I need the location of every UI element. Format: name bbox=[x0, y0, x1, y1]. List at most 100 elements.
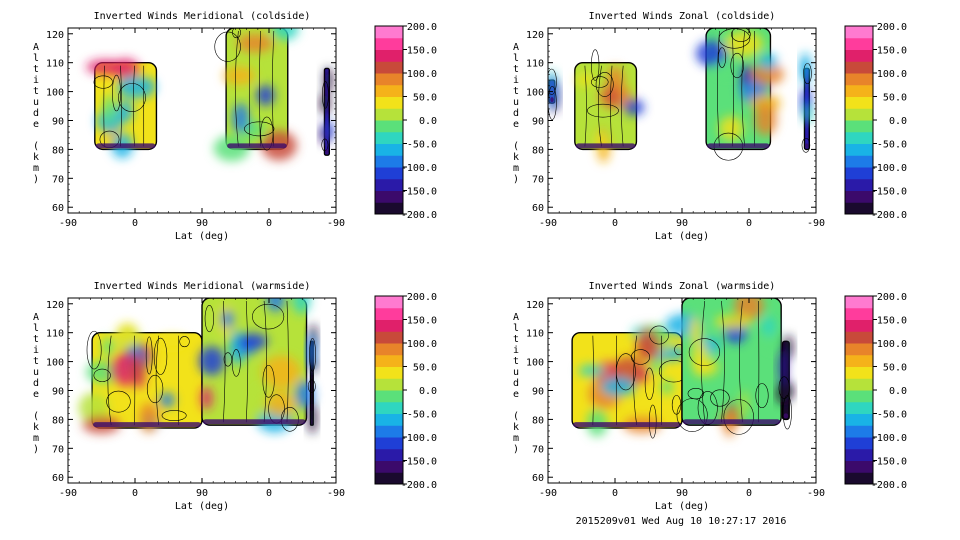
colorbar-tick-label: -150.0 bbox=[871, 187, 907, 198]
colorbar-tick-label: -200.0 bbox=[871, 480, 907, 491]
colorbar-tick-label: 0.0 bbox=[419, 116, 437, 127]
heatmap-blocks bbox=[548, 28, 813, 163]
colorbar-tick-label: -150.0 bbox=[401, 187, 437, 198]
colorbar-tick-label: 100.0 bbox=[407, 339, 437, 350]
colorbar-tick-label: 0.0 bbox=[419, 386, 437, 397]
y-tick-label: 110 bbox=[526, 329, 544, 340]
y-tick-label: 70 bbox=[52, 174, 64, 185]
colorbar-tick-label: 100.0 bbox=[407, 69, 437, 80]
x-tick-label: 90 bbox=[676, 218, 688, 229]
colorbar-swatch bbox=[845, 143, 873, 156]
colorbar-tick-label: -50.0 bbox=[407, 410, 437, 421]
y-tick-label: 100 bbox=[46, 88, 64, 99]
y-tick-label: 60 bbox=[52, 203, 64, 214]
colorbar-swatch bbox=[375, 96, 403, 109]
x-tick-label: -90 bbox=[327, 218, 345, 229]
colorbar-swatch bbox=[375, 61, 403, 74]
colorbar-tick-label: -100.0 bbox=[871, 433, 907, 444]
x-tick-label: -90 bbox=[807, 218, 825, 229]
colorbar-swatch bbox=[375, 401, 403, 414]
colorbar-swatch bbox=[375, 437, 403, 450]
colorbar-tick-label: 200.0 bbox=[407, 22, 437, 33]
colorbar-swatch bbox=[375, 37, 403, 50]
colorbar-swatch bbox=[845, 472, 873, 485]
colorbar-swatch bbox=[375, 143, 403, 156]
colorbar-swatch bbox=[845, 413, 873, 426]
colorbar-tick-label: 150.0 bbox=[407, 46, 437, 57]
y-tick-label: 100 bbox=[526, 88, 544, 99]
x-tick-label: 0 bbox=[612, 488, 618, 499]
colorbar-tick-label: -100.0 bbox=[401, 163, 437, 174]
y-tick-label: 100 bbox=[46, 358, 64, 369]
colorbar-tick-label: 200.0 bbox=[877, 292, 907, 303]
x-tick-label: 90 bbox=[676, 488, 688, 499]
y-tick-label: 100 bbox=[526, 358, 544, 369]
x-axis-label: Lat (deg) bbox=[655, 501, 709, 512]
colorbar-swatch bbox=[845, 460, 873, 473]
colorbar-tick-label: -100.0 bbox=[401, 433, 437, 444]
y-tick-label: 70 bbox=[532, 174, 544, 185]
colorbar-swatch bbox=[845, 108, 873, 121]
colorbar-tick-label: 50.0 bbox=[883, 93, 907, 104]
colorbar-swatch bbox=[375, 307, 403, 320]
colorbar-tick-label: -200.0 bbox=[871, 210, 907, 221]
y-tick-label: 120 bbox=[46, 300, 64, 311]
y-tick-label: 90 bbox=[532, 117, 544, 128]
chart-title: Inverted Winds Meridional (warmside) bbox=[94, 281, 311, 292]
colorbar-tick-label: -50.0 bbox=[877, 140, 907, 151]
colorbar-tick-label: 0.0 bbox=[889, 116, 907, 127]
colorbar-tick-label: 150.0 bbox=[877, 46, 907, 57]
colorbar-tick-label: 150.0 bbox=[877, 316, 907, 327]
heatmap-block bbox=[571, 324, 689, 439]
colorbar-tick-label: 100.0 bbox=[877, 339, 907, 350]
y-tick-label: 110 bbox=[46, 59, 64, 70]
x-tick-label: 0 bbox=[132, 488, 138, 499]
colorbar: 200.0 150.0 100.0 50.0 0.0 -50.0 -100.0 -150.0 -… bbox=[374, 292, 437, 491]
colorbar-swatch bbox=[845, 155, 873, 168]
colorbar-swatch bbox=[375, 108, 403, 121]
colorbar-swatch bbox=[845, 202, 873, 215]
y-tick-label: 110 bbox=[526, 59, 544, 70]
colorbar-tick-label: -150.0 bbox=[401, 457, 437, 468]
y-tick-label: 70 bbox=[52, 444, 64, 455]
colorbar-swatch bbox=[375, 190, 403, 203]
colorbar-tick-label: 150.0 bbox=[407, 316, 437, 327]
colorbar-swatch bbox=[845, 167, 873, 180]
x-axis-label: Lat (deg) bbox=[175, 501, 229, 512]
colorbar-swatch bbox=[845, 307, 873, 320]
footer-timestamp: 2015209v01 Wed Aug 10 10:27:17 2016 bbox=[576, 516, 787, 527]
y-tick-label: 60 bbox=[532, 203, 544, 214]
colorbar-swatch bbox=[845, 378, 873, 391]
y-tick-label: 80 bbox=[52, 145, 64, 156]
colorbar-swatch bbox=[845, 190, 873, 203]
colorbar: 200.0 150.0 100.0 50.0 0.0 -50.0 -100.0 -150.0 -… bbox=[374, 22, 437, 221]
heatmap-block bbox=[696, 28, 784, 161]
colorbar-swatch bbox=[845, 366, 873, 379]
colorbar-tick-label: 50.0 bbox=[413, 363, 437, 374]
chart-title: Inverted Winds Zonal (warmside) bbox=[589, 281, 776, 292]
y-tick-label: 120 bbox=[46, 30, 64, 41]
colorbar-tick-label: -200.0 bbox=[401, 480, 437, 491]
colorbar-swatch bbox=[375, 131, 403, 144]
heatmap-blocks bbox=[571, 298, 794, 439]
colorbar-swatch bbox=[375, 390, 403, 403]
colorbar-swatch bbox=[845, 401, 873, 414]
y-tick-label: 90 bbox=[532, 387, 544, 398]
y-tick-label: 80 bbox=[532, 145, 544, 156]
panels-layer: 60 70 80 90 100 110 120 -90 0 90 0 -90 Inverted Wind… bbox=[33, 11, 907, 512]
colorbar-swatch bbox=[845, 73, 873, 86]
colorbar-tick-label: 50.0 bbox=[883, 363, 907, 374]
colorbar-tick-label: -200.0 bbox=[401, 210, 437, 221]
colorbar-swatch bbox=[375, 84, 403, 97]
colorbar-swatch bbox=[845, 49, 873, 62]
y-tick-label: 80 bbox=[532, 415, 544, 426]
x-tick-label: -90 bbox=[539, 488, 557, 499]
colorbar-tick-label: -150.0 bbox=[871, 457, 907, 468]
x-tick-label: -90 bbox=[59, 218, 77, 229]
y-tick-label: 120 bbox=[526, 300, 544, 311]
y-tick-label: 70 bbox=[532, 444, 544, 455]
